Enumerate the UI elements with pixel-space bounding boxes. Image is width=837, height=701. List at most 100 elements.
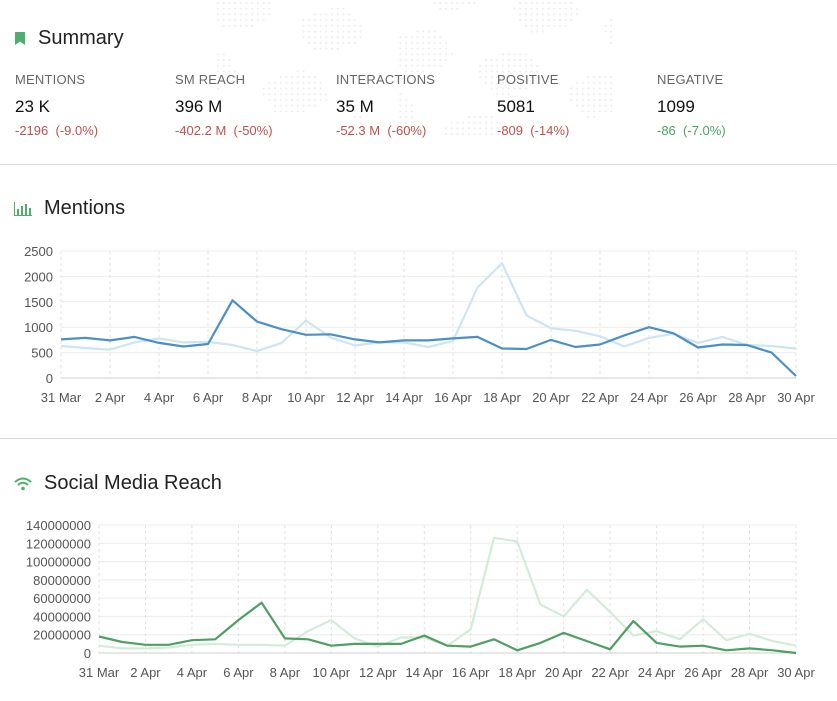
map-dot	[405, 36, 408, 39]
map-dot	[399, 93, 402, 96]
map-dot	[479, 76, 482, 79]
map-dot	[405, 53, 408, 56]
map-dot	[410, 110, 413, 113]
map-dot	[416, 30, 419, 33]
map-dot	[251, 1, 254, 5]
map-dot	[251, 24, 254, 27]
map-dot	[467, 121, 470, 124]
map-dot	[598, 81, 601, 84]
map-dot	[570, 93, 573, 96]
map-dot	[610, 19, 613, 22]
map-dot	[564, 1, 567, 5]
map-dot	[422, 36, 425, 39]
map-dot	[399, 36, 402, 39]
map-dot	[610, 104, 613, 107]
map-dot	[456, 1, 459, 5]
metric-sm-reach: SM REACH 396 M -402.2 M (-50%)	[175, 72, 273, 138]
series-line-current	[60, 299, 797, 377]
x-tick-label: 6 Apr	[223, 665, 254, 680]
map-dot	[530, 30, 533, 33]
map-dot	[496, 93, 499, 96]
metric-value: 23 K	[15, 97, 50, 116]
map-dot	[564, 13, 567, 16]
map-dot	[530, 19, 533, 22]
map-dot	[501, 81, 505, 84]
map-dot	[330, 41, 334, 45]
map-dot	[285, 81, 288, 84]
map-dot	[336, 36, 339, 39]
metric-delta: -86 (-7.0%)	[657, 123, 726, 138]
map-dot	[268, 87, 271, 90]
map-dot	[330, 47, 334, 50]
map-dot	[216, 1, 220, 5]
map-dot	[291, 98, 294, 101]
map-dot	[536, 64, 539, 67]
map-dot	[359, 127, 362, 130]
map-dot	[285, 76, 288, 79]
map-dot	[239, 24, 242, 27]
map-dot	[444, 58, 448, 62]
map-dot	[541, 7, 544, 10]
map-dot	[319, 93, 322, 96]
map-dot	[519, 64, 522, 67]
map-dot	[342, 36, 345, 39]
map-dot	[604, 76, 607, 79]
map-dot	[268, 133, 271, 136]
map-dot	[456, 121, 459, 124]
map-dot	[587, 93, 590, 96]
y-tick-label: 500	[31, 346, 53, 361]
map-dot	[444, 41, 448, 45]
map-dot	[416, 64, 419, 67]
map-dot	[273, 81, 277, 84]
map-dot	[256, 1, 259, 5]
map-dot	[319, 47, 322, 50]
map-dot	[234, 24, 237, 27]
map-dot	[570, 7, 573, 10]
map-dot	[433, 47, 436, 50]
map-dot	[593, 87, 596, 90]
map-dot	[268, 13, 271, 16]
map-dot	[296, 104, 299, 107]
map-dot	[342, 13, 345, 16]
map-dot	[536, 24, 539, 27]
map-dot	[296, 87, 299, 90]
map-dot	[587, 87, 590, 90]
map-dot	[507, 87, 510, 90]
map-dot	[576, 93, 579, 96]
map-dot	[456, 127, 459, 130]
x-tick-label: 18 Apr	[498, 665, 536, 680]
map-dot	[410, 58, 413, 62]
map-dot	[336, 41, 339, 45]
map-dot	[308, 36, 311, 39]
map-dot	[228, 1, 231, 5]
map-dot	[610, 76, 613, 79]
map-dot	[228, 70, 231, 73]
map-dot	[234, 1, 237, 5]
metric-value: 396 M	[175, 97, 223, 116]
map-dot	[245, 1, 248, 5]
map-dot	[308, 93, 311, 96]
map-dot	[239, 13, 242, 16]
map-dot	[313, 47, 316, 50]
map-dot	[291, 87, 294, 90]
map-dot	[302, 76, 305, 79]
metric-negative: NEGATIVE 1099 -86 (-7.0%)	[657, 72, 726, 138]
map-dot	[319, 19, 322, 22]
map-dot	[576, 87, 579, 90]
map-dot	[353, 115, 356, 119]
x-tick-label: 2 Apr	[130, 665, 161, 680]
map-dot	[479, 70, 482, 73]
map-dot	[496, 121, 499, 124]
map-dot	[530, 64, 533, 67]
map-dot	[239, 1, 242, 5]
map-dot	[251, 13, 254, 16]
series-line-previous	[98, 536, 797, 650]
map-dot	[439, 36, 442, 39]
map-dot	[319, 87, 322, 90]
map-dot	[313, 36, 316, 39]
map-dot	[519, 87, 522, 90]
map-dot	[410, 47, 413, 50]
map-dot	[348, 41, 351, 45]
map-dot	[302, 36, 305, 39]
x-tick-label: 24 Apr	[638, 665, 676, 680]
